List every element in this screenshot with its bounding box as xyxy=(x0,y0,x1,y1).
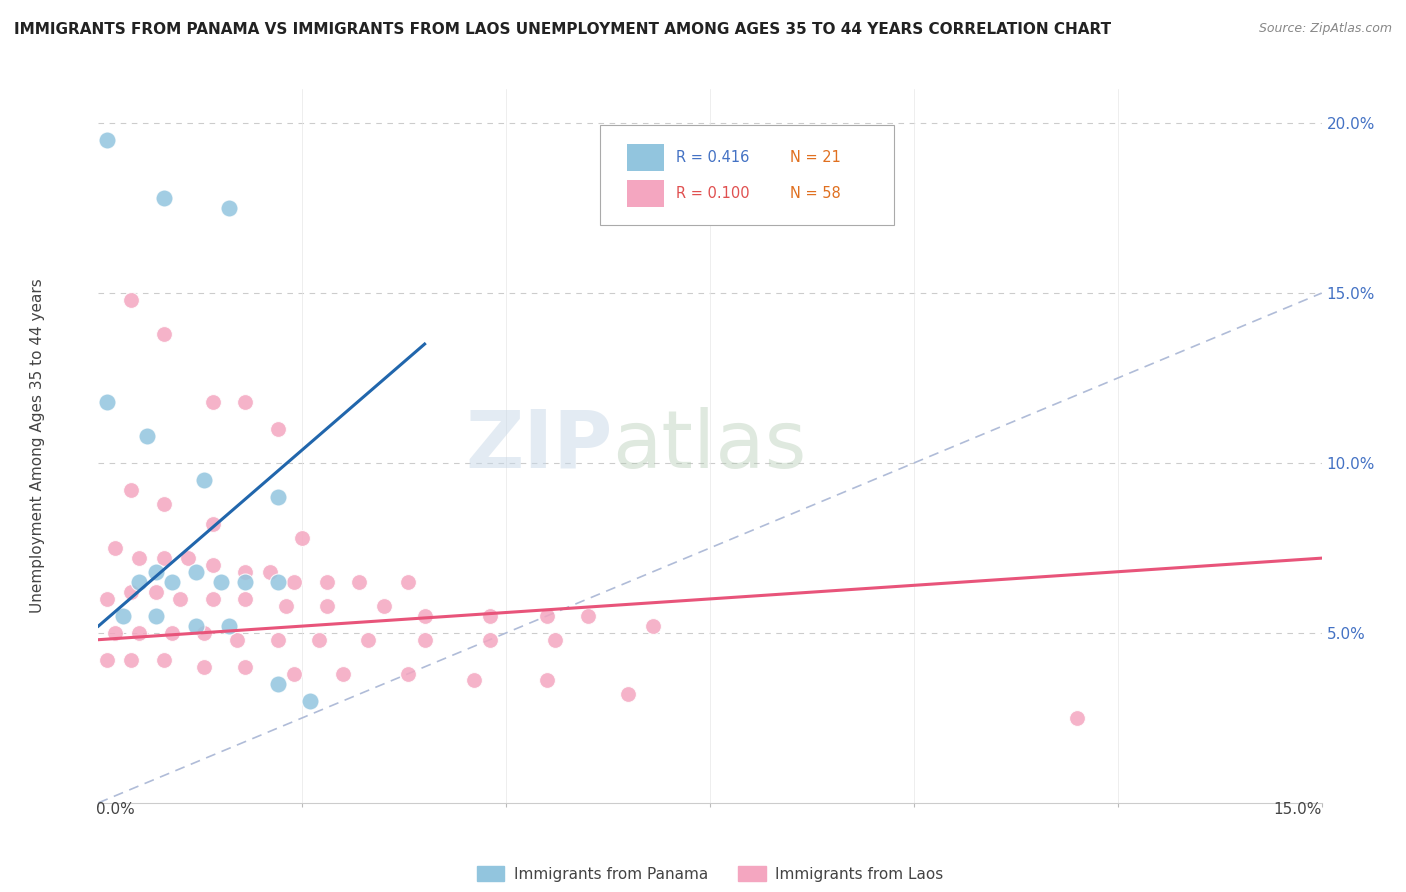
Point xyxy=(145,585,167,599)
Point xyxy=(193,626,215,640)
Point xyxy=(233,574,256,589)
Point xyxy=(193,473,215,487)
Text: IMMIGRANTS FROM PANAMA VS IMMIGRANTS FROM LAOS UNEMPLOYMENT AMONG AGES 35 TO 44 : IMMIGRANTS FROM PANAMA VS IMMIGRANTS FRO… xyxy=(14,22,1111,37)
Point xyxy=(104,626,127,640)
Point xyxy=(349,574,371,589)
Point xyxy=(396,574,419,589)
Point xyxy=(536,608,558,623)
Point xyxy=(128,626,150,640)
Point xyxy=(373,599,395,613)
Point xyxy=(396,666,419,681)
Legend: Immigrants from Panama, Immigrants from Laos: Immigrants from Panama, Immigrants from … xyxy=(471,860,949,888)
Point xyxy=(152,653,174,667)
Point xyxy=(218,619,240,633)
Point xyxy=(308,632,330,647)
Point xyxy=(233,565,256,579)
Point xyxy=(267,490,290,504)
Point xyxy=(233,591,256,606)
Point xyxy=(145,608,167,623)
Point xyxy=(267,422,290,436)
Point xyxy=(201,591,224,606)
Point xyxy=(463,673,485,688)
Point xyxy=(218,201,240,215)
Point xyxy=(478,608,501,623)
Text: 15.0%: 15.0% xyxy=(1274,802,1322,817)
Point xyxy=(259,565,281,579)
Point xyxy=(186,619,208,633)
Point xyxy=(617,687,640,701)
Point xyxy=(152,326,174,341)
Point xyxy=(233,394,256,409)
Point xyxy=(576,608,599,623)
Text: N = 21: N = 21 xyxy=(790,150,841,165)
Point xyxy=(152,497,174,511)
Point xyxy=(152,191,174,205)
Bar xyxy=(627,180,664,207)
Point xyxy=(169,591,191,606)
Text: atlas: atlas xyxy=(612,407,807,485)
Point xyxy=(478,632,501,647)
Point xyxy=(120,585,142,599)
Text: R = 0.100: R = 0.100 xyxy=(676,186,749,201)
Point xyxy=(96,394,118,409)
FancyBboxPatch shape xyxy=(600,125,893,225)
Point xyxy=(145,565,167,579)
Point xyxy=(413,632,436,647)
Text: N = 58: N = 58 xyxy=(790,186,841,201)
Point xyxy=(120,483,142,498)
Point xyxy=(177,551,200,566)
Point xyxy=(274,599,297,613)
Point xyxy=(226,632,249,647)
Point xyxy=(186,565,208,579)
Bar xyxy=(627,145,664,171)
Point xyxy=(283,574,305,589)
Point xyxy=(128,551,150,566)
Text: Unemployment Among Ages 35 to 44 years: Unemployment Among Ages 35 to 44 years xyxy=(30,278,45,614)
Point xyxy=(299,694,322,708)
Point xyxy=(267,677,290,691)
Point xyxy=(201,517,224,532)
Point xyxy=(315,574,337,589)
Point xyxy=(136,429,159,443)
Point xyxy=(104,541,127,555)
Point xyxy=(160,626,183,640)
Point xyxy=(160,574,183,589)
Point xyxy=(315,599,337,613)
Point xyxy=(201,558,224,572)
Point xyxy=(152,551,174,566)
Point xyxy=(291,531,314,545)
Text: R = 0.416: R = 0.416 xyxy=(676,150,749,165)
Point xyxy=(120,293,142,307)
Point xyxy=(193,660,215,674)
Point xyxy=(1066,711,1088,725)
Point xyxy=(209,574,232,589)
Point xyxy=(267,632,290,647)
Point xyxy=(111,608,134,623)
Point xyxy=(128,574,150,589)
Point xyxy=(96,653,118,667)
Point xyxy=(332,666,354,681)
Point xyxy=(283,666,305,681)
Point xyxy=(96,591,118,606)
Point xyxy=(233,660,256,674)
Point xyxy=(96,133,118,147)
Point xyxy=(641,619,664,633)
Point xyxy=(356,632,378,647)
Text: ZIP: ZIP xyxy=(465,407,612,485)
Point xyxy=(413,608,436,623)
Point xyxy=(536,673,558,688)
Point xyxy=(544,632,567,647)
Text: 0.0%: 0.0% xyxy=(96,802,135,817)
Point xyxy=(201,394,224,409)
Text: Source: ZipAtlas.com: Source: ZipAtlas.com xyxy=(1258,22,1392,36)
Point xyxy=(267,574,290,589)
Point xyxy=(120,653,142,667)
